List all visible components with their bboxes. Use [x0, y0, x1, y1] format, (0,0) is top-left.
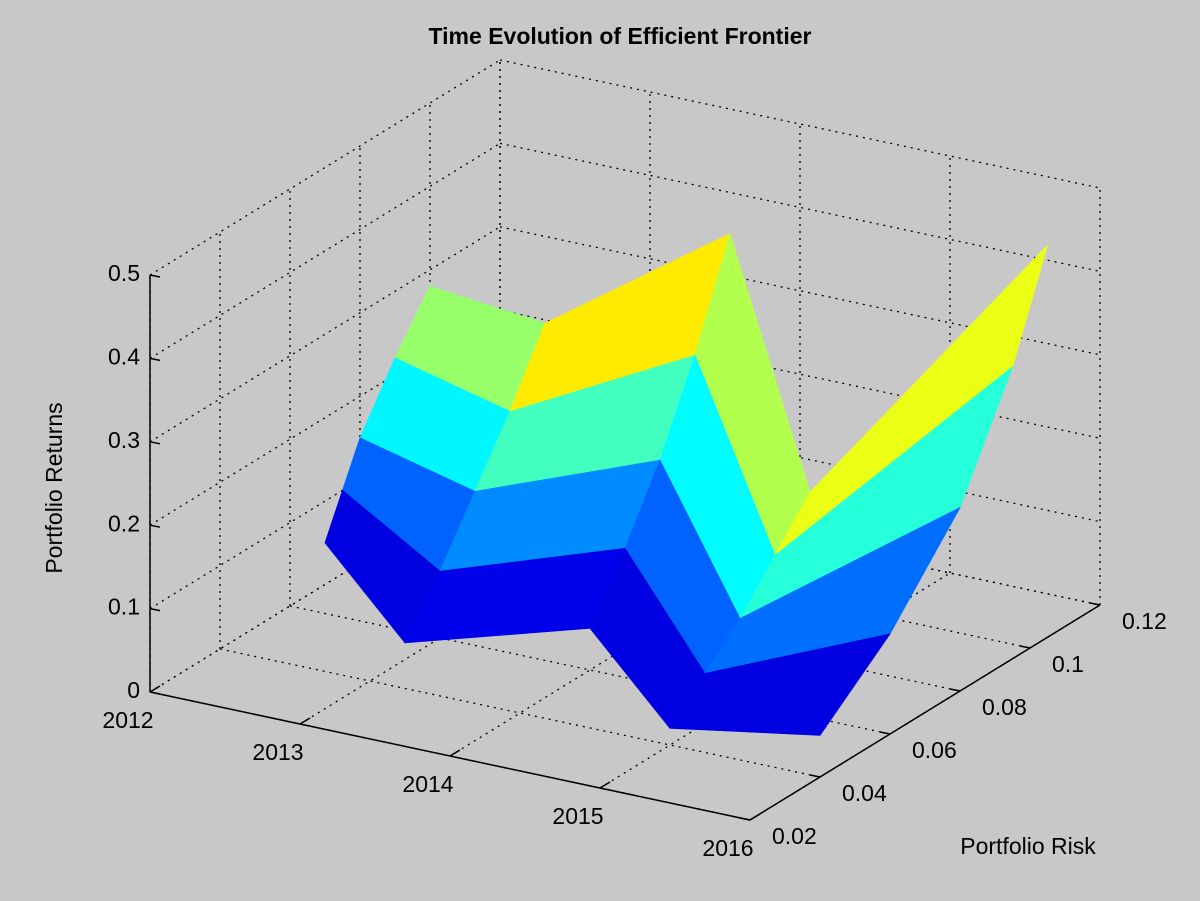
- z-tick: [149, 524, 161, 528]
- y-tick-label: 0.02: [772, 823, 817, 849]
- x-tick-label: 2014: [402, 771, 453, 797]
- x-tick-label: 2015: [552, 803, 603, 829]
- y-tick: [809, 774, 821, 778]
- x-tick-label: 2016: [702, 835, 753, 861]
- x-tick: [449, 749, 461, 757]
- y-tick: [949, 688, 961, 692]
- y-tick: [879, 731, 891, 735]
- y-tick-label: 0.12: [1122, 608, 1167, 634]
- z-axis-label: Portfolio Returns: [41, 402, 67, 573]
- x-tick: [299, 717, 311, 725]
- z-tick-label: 0.1: [108, 594, 140, 620]
- z-tick: [149, 357, 161, 362]
- y-tick-label: 0.08: [982, 694, 1027, 720]
- y-tick-label: 0.1: [1052, 651, 1084, 677]
- y-tick: [739, 817, 751, 821]
- grid-line: [499, 142, 1101, 273]
- grid-line: [219, 648, 821, 778]
- z-tick-label: 0.5: [108, 260, 140, 286]
- grid-line: [499, 392, 1101, 523]
- surface-patch: [669, 633, 891, 736]
- y-axis-label: Portfolio Risk: [960, 833, 1096, 859]
- grid-line: [499, 476, 1101, 606]
- z-tick: [149, 441, 161, 445]
- z-tick: [149, 607, 161, 612]
- z-tick-label: 0: [127, 677, 140, 703]
- chart-title: Time Evolution of Efficient Frontier: [429, 23, 812, 49]
- z-tick-label: 0.4: [108, 343, 140, 369]
- x-tick-label: 2012: [102, 707, 153, 733]
- z-tick: [149, 274, 161, 278]
- x-tick: [749, 813, 761, 821]
- z-tick: [149, 691, 161, 695]
- grid-line: [429, 519, 1031, 649]
- y-tick: [1089, 602, 1101, 606]
- z-tick-label: 0.3: [108, 427, 140, 453]
- x-tick: [599, 781, 611, 789]
- z-tick-label: 0.2: [108, 510, 140, 536]
- x-tick: [149, 685, 161, 693]
- y-tick: [1019, 645, 1031, 649]
- grid-line: [499, 59, 1101, 189]
- y-tick-label: 0.04: [842, 780, 887, 806]
- y-axis: [749, 604, 1101, 821]
- y-tick-label: 0.06: [912, 737, 957, 763]
- grid-line: [499, 309, 1101, 439]
- x-tick-label: 2013: [252, 739, 303, 765]
